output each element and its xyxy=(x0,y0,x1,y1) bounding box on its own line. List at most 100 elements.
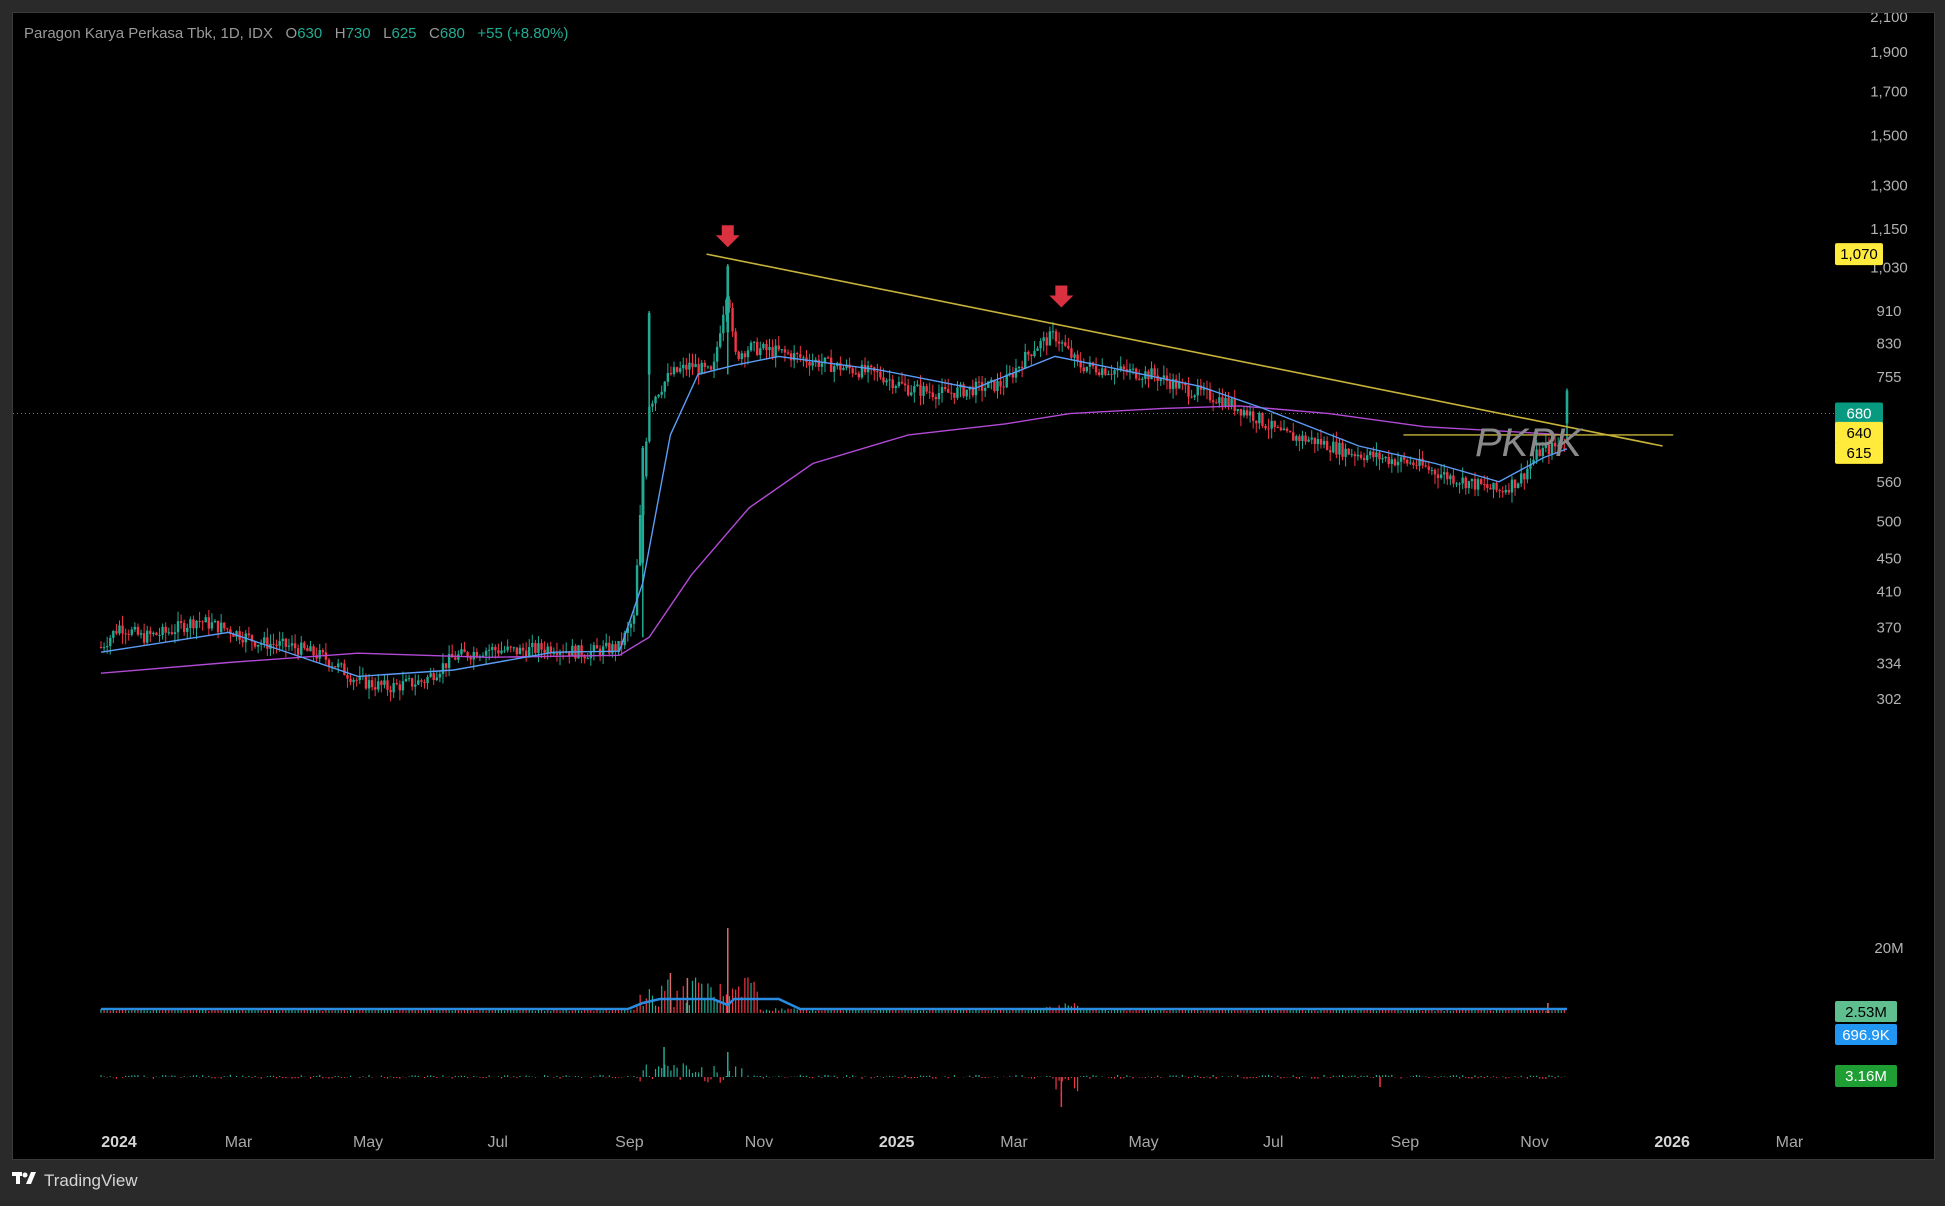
candle-body xyxy=(192,619,195,629)
candle-body xyxy=(469,657,472,660)
candle-body xyxy=(910,392,913,396)
candle-body xyxy=(521,647,525,651)
candle-body xyxy=(1341,442,1344,457)
candle-body xyxy=(99,647,103,649)
candle-body xyxy=(263,637,266,644)
candle-body xyxy=(1415,465,1418,467)
tradingview-logo-icon[interactable] xyxy=(12,1170,38,1191)
candle-body xyxy=(1215,402,1218,404)
candle-body xyxy=(1516,483,1520,488)
candle-body xyxy=(879,371,882,378)
candle-body xyxy=(571,645,574,656)
candle-body xyxy=(491,647,494,650)
candle-body xyxy=(694,364,697,368)
candle-body xyxy=(296,648,300,655)
oscillator-tag xyxy=(1835,1065,1897,1087)
candle-body xyxy=(1184,383,1187,386)
candle-body xyxy=(176,621,180,633)
candle-body xyxy=(1159,378,1162,381)
candle-body xyxy=(1199,385,1203,390)
candle-body xyxy=(857,373,861,378)
oscillator-pane: 3.16M xyxy=(100,1047,1897,1107)
candle-body xyxy=(928,391,931,393)
candle-body xyxy=(1492,482,1495,490)
candle-body xyxy=(1045,337,1048,346)
candle-body xyxy=(463,649,466,653)
candle-body xyxy=(1520,473,1523,484)
candle-body xyxy=(515,647,519,655)
candle-body xyxy=(1288,431,1292,433)
candle-body xyxy=(389,689,392,693)
candle-body xyxy=(420,680,423,682)
candle-body xyxy=(638,515,642,566)
candle-body xyxy=(660,391,663,395)
candle-body xyxy=(1402,457,1406,460)
candle-body xyxy=(1406,459,1409,464)
candle-body xyxy=(1390,459,1394,464)
candle-body xyxy=(829,357,833,372)
candle-body xyxy=(934,396,938,400)
candle-body xyxy=(1319,439,1323,445)
time-axis-tick-label: Jul xyxy=(1263,1134,1283,1151)
candle-body xyxy=(1282,428,1286,431)
candle-body xyxy=(900,381,904,384)
candle-body xyxy=(956,387,959,398)
price-axis-tick-label: 755 xyxy=(1876,369,1901,386)
candle-body xyxy=(1461,477,1464,484)
candle-body xyxy=(906,385,910,396)
candle-body xyxy=(663,381,666,392)
price-tag xyxy=(1835,243,1883,266)
candle-body xyxy=(1073,354,1076,358)
candle-body xyxy=(149,630,152,635)
candle-body xyxy=(860,364,864,378)
candle-body xyxy=(1421,458,1424,466)
candle-body xyxy=(1307,439,1310,442)
brand-name[interactable]: TradingView xyxy=(44,1170,138,1190)
candle-body xyxy=(903,383,907,386)
candle-body xyxy=(293,643,297,649)
candle-body xyxy=(155,632,158,636)
chart-canvas[interactable]: PKPK2,1001,9001,7001,5001,3001,1501,0309… xyxy=(13,13,1934,1159)
low-value: 625 xyxy=(391,25,417,42)
candle-body xyxy=(133,626,137,630)
candle-body xyxy=(358,675,361,680)
candle-body xyxy=(543,649,546,653)
candle-body xyxy=(626,627,630,633)
candle-body xyxy=(1498,490,1501,492)
candle-body xyxy=(743,353,747,358)
candle-body xyxy=(1116,369,1119,371)
candle-body xyxy=(780,349,784,351)
time-axis-tick-label: Mar xyxy=(1776,1134,1804,1151)
candle-body xyxy=(1113,370,1116,375)
candle-body xyxy=(1079,360,1082,368)
candle-body xyxy=(1510,479,1514,493)
candle-body xyxy=(1242,410,1246,416)
candle-body xyxy=(1024,351,1027,369)
candle-body xyxy=(876,371,879,373)
candle-body xyxy=(931,392,934,397)
candle-body xyxy=(398,684,402,691)
candle-body xyxy=(1030,354,1033,357)
price-pane: PKPK xyxy=(13,225,1838,702)
candle-body xyxy=(774,345,777,357)
low-label: L xyxy=(383,25,392,42)
candle-body xyxy=(136,626,140,635)
chart-frame[interactable]: PKPK 2,100 1,900 1,700 1,500 1,300 1,150 1,030 9… xyxy=(12,12,1935,1160)
candle-body xyxy=(851,368,854,374)
candle-body xyxy=(1399,457,1403,462)
candle-body xyxy=(990,379,993,382)
candle-body xyxy=(685,364,688,370)
candle-body xyxy=(481,655,485,657)
candle-body xyxy=(1171,379,1175,389)
candle-body xyxy=(996,381,999,391)
candle-body xyxy=(312,646,315,656)
candle-body xyxy=(173,632,177,634)
candle-body xyxy=(300,642,303,655)
candle-body xyxy=(287,645,291,647)
candle-body xyxy=(977,381,981,383)
open-label: O xyxy=(285,25,298,42)
candle-body xyxy=(943,387,947,390)
candle-body xyxy=(1088,362,1092,367)
candle-body xyxy=(953,392,956,398)
candle-body xyxy=(386,680,389,690)
